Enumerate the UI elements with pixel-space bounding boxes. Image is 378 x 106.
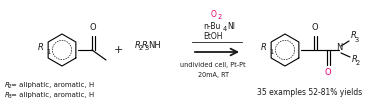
Text: NI: NI bbox=[227, 22, 235, 31]
Text: R: R bbox=[5, 92, 10, 98]
Text: 3: 3 bbox=[8, 95, 11, 100]
Text: n-Bu: n-Bu bbox=[203, 22, 220, 31]
Text: +: + bbox=[113, 45, 123, 55]
Text: 1: 1 bbox=[270, 49, 274, 55]
Text: 20mA, RT: 20mA, RT bbox=[197, 72, 228, 78]
Text: 2: 2 bbox=[138, 45, 143, 52]
Text: 35 examples 52-81% yields: 35 examples 52-81% yields bbox=[257, 88, 363, 97]
Text: 2: 2 bbox=[8, 84, 11, 89]
Text: 2: 2 bbox=[355, 60, 359, 66]
Text: NH: NH bbox=[149, 41, 161, 50]
Text: 3: 3 bbox=[354, 36, 358, 43]
Text: O: O bbox=[90, 23, 96, 32]
Text: = aliphatic, aromatic, H: = aliphatic, aromatic, H bbox=[11, 92, 94, 98]
Text: = aliphatic, aromatic, H: = aliphatic, aromatic, H bbox=[11, 82, 94, 88]
Text: 4: 4 bbox=[223, 26, 227, 32]
Text: R: R bbox=[261, 43, 267, 52]
Text: 3: 3 bbox=[145, 45, 149, 52]
Text: O: O bbox=[211, 10, 217, 19]
Text: R: R bbox=[352, 56, 358, 64]
Text: R: R bbox=[135, 41, 141, 50]
Text: 1: 1 bbox=[46, 49, 51, 55]
Text: R: R bbox=[142, 41, 147, 50]
Text: O: O bbox=[312, 23, 318, 32]
Text: EtOH: EtOH bbox=[203, 32, 223, 41]
Text: R: R bbox=[351, 31, 357, 40]
Text: undivided cell, Pt-Pt: undivided cell, Pt-Pt bbox=[180, 62, 246, 68]
Text: N: N bbox=[336, 43, 342, 52]
Text: R: R bbox=[5, 82, 10, 88]
Text: O: O bbox=[325, 68, 331, 77]
Text: R: R bbox=[38, 43, 44, 52]
Text: 2: 2 bbox=[218, 14, 222, 20]
